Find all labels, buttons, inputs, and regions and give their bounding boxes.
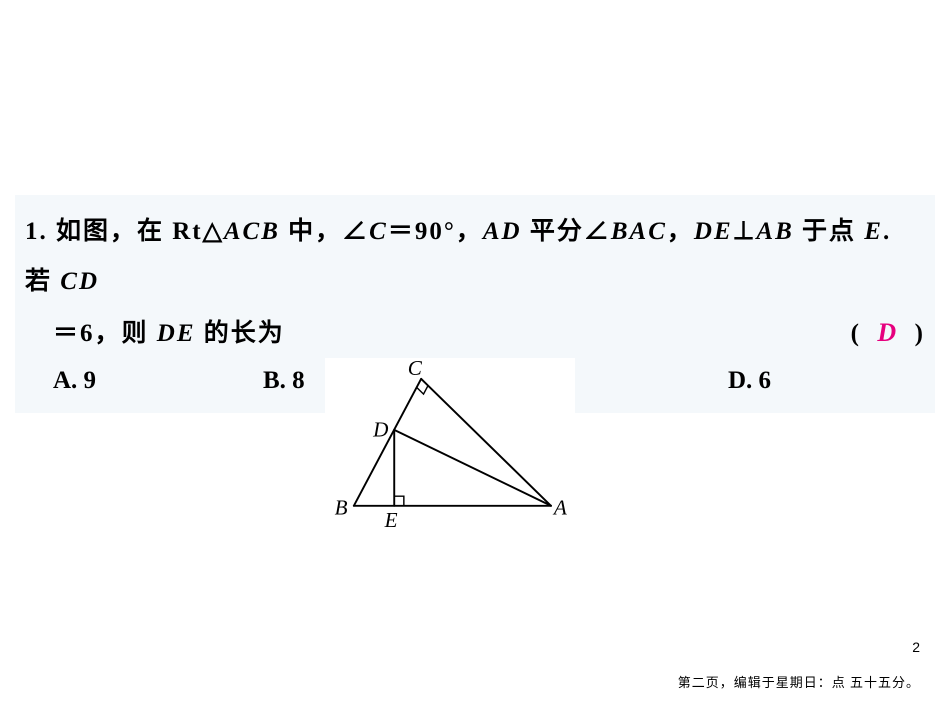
paren-right: ) [915,320,925,347]
question-text-1: 如图，在 Rt△ACB 中，∠C＝90°，AD 平分∠BAC，DE⊥AB 于点 … [25,218,891,295]
triangle-figure: C B A D E [325,358,575,543]
page-number: 2 [912,639,920,655]
option-d: D. 6 [728,367,828,395]
svg-text:C: C [408,358,423,380]
svg-text:B: B [335,495,348,519]
svg-text:E: E [384,508,398,532]
svg-text:A: A [552,495,567,519]
svg-text:D: D [372,418,388,442]
paren-left: ( [851,320,861,347]
option-a: A. 9 [53,367,263,395]
footer-text: 第二页，编辑于星期日：点 五十五分。 [678,672,920,691]
answer-letter: D [877,318,898,347]
question-line-2: ＝6，则 DE 的长为 ( D ) [25,307,925,359]
question-text-2: ＝6，则 DE 的长为 [53,309,285,359]
question-number: 1. [25,218,48,245]
answer-paren: ( D ) [851,307,925,359]
question-line-1: 1. 如图，在 Rt△ACB 中，∠C＝90°，AD 平分∠BAC，DE⊥AB … [25,207,925,307]
